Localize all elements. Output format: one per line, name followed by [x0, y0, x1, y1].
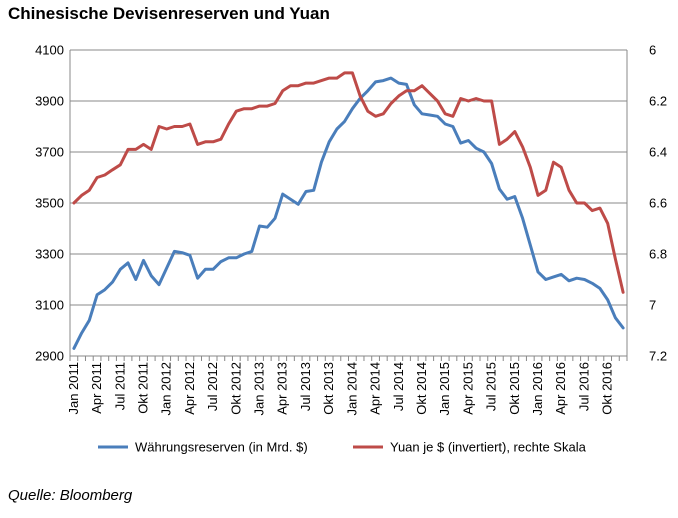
y-right-tick-label: 6.4	[649, 145, 667, 160]
x-tick-label: Apr 2015	[460, 362, 475, 415]
legend-label-reserves: Währungsreserven (in Mrd. $)	[135, 440, 308, 455]
y-left-tick-label: 4100	[35, 43, 64, 58]
y-right-tick-label: 6	[649, 43, 656, 58]
x-tick-label: Jul 2015	[484, 362, 499, 411]
x-tick-label: Okt 2012	[228, 362, 243, 415]
y-left-tick-label: 2900	[35, 349, 64, 364]
x-tick-label: Jan 2016	[530, 362, 545, 416]
y-right-tick-label: 6.8	[649, 247, 667, 262]
x-tick-label: Apr 2016	[553, 362, 568, 415]
legend-label-yuan: Yuan je $ (invertiert), rechte Skala	[390, 440, 587, 455]
x-tick-label: Jan 2014	[344, 362, 359, 416]
y-left-tick-label: 3900	[35, 94, 64, 109]
x-tick-label: Jan 2015	[437, 362, 452, 416]
x-tick-label: Okt 2015	[507, 362, 522, 415]
x-tick-label: Okt 2016	[600, 362, 615, 415]
x-tick-label: Okt 2014	[414, 362, 429, 415]
x-tick-label: Jul 2013	[298, 362, 313, 411]
x-tick-label: Jan 2011	[66, 362, 81, 415]
y-right-tick-label: 6.2	[649, 94, 667, 109]
source-note: Quelle: Bloomberg	[8, 487, 133, 504]
x-tick-label: Okt 2011	[135, 362, 150, 414]
x-tick-label: Jul 2011	[112, 362, 127, 410]
reserves-series-line	[72, 76, 625, 350]
y-right-tick-label: 7	[649, 298, 656, 313]
x-tick-label: Jan 2012	[159, 362, 174, 416]
x-tick-label: Jul 2014	[391, 362, 406, 411]
x-tick-label: Apr 2012	[182, 362, 197, 415]
y-left-tick-label: 3300	[35, 247, 64, 262]
x-tick-label: Apr 2013	[275, 362, 290, 415]
y-right-tick-label: 6.6	[649, 196, 667, 211]
x-tick-label: Jul 2012	[205, 362, 220, 411]
x-tick-label: Jan 2013	[252, 362, 267, 416]
y-left-tick-label: 3700	[35, 145, 64, 160]
x-tick-label: Okt 2013	[321, 362, 336, 415]
y-right-tick-label: 7.2	[649, 349, 667, 364]
chart-title: Chinesische Devisenreserven und Yuan	[8, 4, 330, 23]
y-left-tick-label: 3100	[35, 298, 64, 313]
x-tick-label: Apr 2014	[368, 362, 383, 415]
x-tick-label: Apr 2011	[89, 362, 104, 414]
yuan-series-line	[72, 71, 625, 294]
x-tick-label: Jul 2016	[576, 362, 591, 411]
y-left-tick-label: 3500	[35, 196, 64, 211]
